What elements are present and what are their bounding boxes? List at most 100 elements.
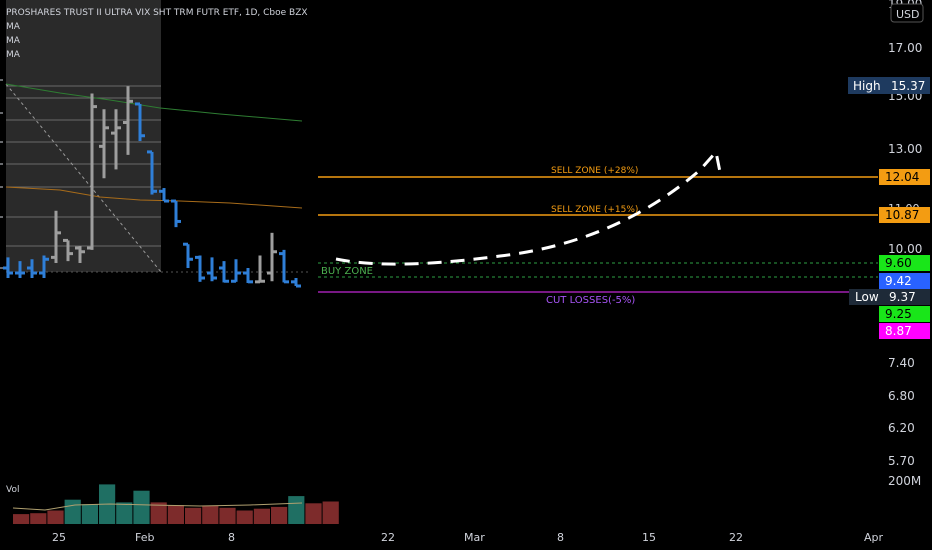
price-label-value: 9.60 [885,256,912,270]
time-tick-15: 15 [642,531,656,544]
price-bars [3,86,301,288]
volume-bar [322,501,339,524]
highlight-region [6,0,161,272]
price-bar [231,259,241,283]
price-bar [3,257,13,278]
sell-zone-28-label: SELL ZONE (+28%) [551,166,638,176]
time-axis: 25 Feb 8 22 Mar 8 15 22 Apr [52,531,884,544]
indicator-ma-2[interactable]: MA [6,36,20,46]
symbol-title[interactable]: PROSHARES TRUST II ULTRA VIX SHT TRM FUT… [6,8,308,18]
highlight-gridlines [6,85,161,247]
price-bar [39,255,49,278]
volume-bar [30,513,47,524]
price-bar [75,246,85,263]
volume-bar [236,510,253,524]
indicator-ma-1[interactable]: MA [6,22,20,32]
volume-bar [288,496,305,524]
volume-bar [150,502,167,524]
currency-button[interactable]: USD [890,3,924,23]
price-bar [63,238,73,262]
price-axis: 19.00 17.00 15.00 13.00 10.00 7.40 6.80 … [888,0,922,488]
time-tick-mar-8: 8 [557,531,564,544]
time-tick-feb: Feb [135,531,154,544]
ma-orange-line [5,186,303,209]
volume-label: Vol [6,485,19,495]
time-tick-mar: Mar [464,531,485,544]
highlight-diagonal [5,83,162,273]
projection-curve [335,148,722,266]
volume-bar [13,514,30,524]
price-bar [15,261,25,278]
volume-bars [13,484,339,524]
buy-zone-label: BUY ZONE [321,266,373,277]
volume-bar [133,490,150,524]
time-tick-mar-22: 22 [729,531,743,544]
price-label-value: 9.42 [885,274,912,288]
price-tick-5-70: 5.70 [888,454,915,468]
volume-bar [185,507,202,524]
volume-bar [253,508,270,524]
price-bar [159,188,169,203]
price-label: 9.60 [879,255,930,271]
low-value: 9.37 [889,290,916,304]
time-tick-8: 8 [228,531,235,544]
indicator-ma-3[interactable]: MA [6,50,20,60]
volume-bar [271,506,288,524]
price-tick-7-40: 7.40 [888,356,915,370]
price-bar [183,242,193,268]
price-bar [99,109,109,179]
volume-bar [305,503,322,524]
price-bar [147,150,157,195]
price-bar [255,255,265,284]
price-bar [219,261,229,283]
price-bar [267,232,277,282]
volume-bar [116,502,133,524]
chart-legend: PROSHARES TRUST II ULTRA VIX SHT TRM FUT… [6,6,308,62]
price-label-value: 8.87 [885,324,912,338]
high-price-label: High 15.37 [848,77,930,94]
price-bar [123,86,133,155]
price-bar [195,255,205,282]
currency-label: USD [896,8,920,21]
price-label: 10.87 [879,207,930,223]
price-tick-17: 17.00 [888,41,922,55]
price-label-value: 12.04 [885,170,919,184]
low-tag: Low [855,290,879,304]
price-bar [111,109,121,170]
price-label: 12.04 [879,169,930,185]
price-label: 8.87 [879,323,930,339]
price-bar [135,102,145,142]
price-tick-6-80: 6.80 [888,389,915,403]
price-bar [291,278,301,288]
price-tick-6-20: 6.20 [888,421,915,435]
sell-zone-15-label: SELL ZONE (+15%) [551,205,638,215]
volume-bar [167,505,184,524]
price-bar [171,199,181,228]
volume-tick-200m: 200M [888,474,921,488]
price-bar [51,210,61,263]
volume-bar [47,510,64,524]
price-tick-10: 10.00 [888,242,922,256]
volume-bar [64,499,81,524]
left-axis-ticks [0,79,3,269]
price-labels: 12.04 10.87 9.60 9.42 Low 9.37 9.25 8.87 [849,169,930,339]
cut-losses-label: CUT LOSSES(-5%) [546,295,635,306]
volume-bar [81,504,98,524]
time-tick-22: 22 [381,531,395,544]
high-value: 15.37 [891,79,925,93]
price-label-value: 9.25 [885,307,912,321]
price-label-value: 10.87 [885,208,919,222]
price-bar [243,268,253,284]
price-bar [279,249,289,284]
time-tick-apr: Apr [864,531,884,544]
volume-bar [202,506,219,524]
price-label: Low 9.37 [849,289,930,305]
price-label: 9.25 [879,306,930,322]
high-tag: High [853,79,881,93]
price-bar [207,257,217,282]
volume-bar [219,507,236,524]
price-bar [27,259,37,278]
time-tick-25: 25 [52,531,66,544]
price-bar [87,93,97,250]
